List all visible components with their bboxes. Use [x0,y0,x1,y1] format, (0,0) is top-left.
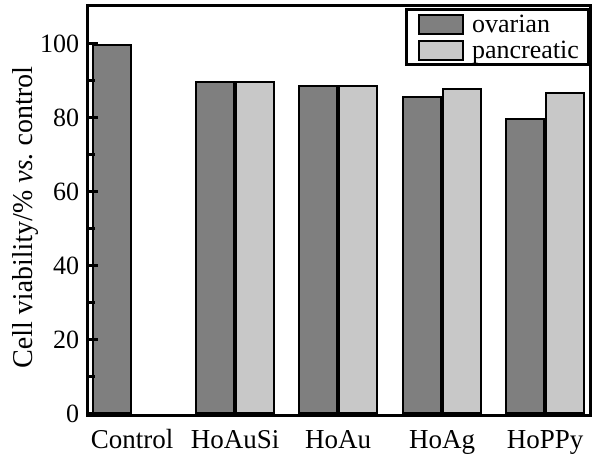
bar-hoau-ovarian [298,85,338,414]
y-tick-label-60: 60 [53,177,79,206]
legend-label-ovarian: ovarian [472,9,550,38]
y-tick-minor-10 [89,375,95,378]
y-tick-major-60 [89,190,98,193]
x-category-label-hoppy: HoPPy [506,424,584,454]
y-tick-major-100 [89,42,98,45]
bar-hoausi-pancreatic [235,81,275,414]
bar-hoag-ovarian [402,96,442,414]
legend: ovarian pancreatic [405,8,590,66]
legend-item-pancreatic: pancreatic [408,37,587,63]
y-tick-major-40 [89,264,98,267]
y-tick-minor-90 [89,79,95,82]
bar-hoag-pancreatic [442,88,482,414]
x-category-label-hoausi: HoAuSi [190,424,280,454]
y-tick-label-20: 20 [53,325,79,354]
bar-control-ovarian [92,44,132,414]
y-tick-minor-30 [89,301,95,304]
legend-item-ovarian: ovarian [408,11,587,37]
y-tick-major-0 [89,412,98,415]
plot-area [86,4,592,417]
x-category-label-hoag: HoAg [409,424,475,454]
y-tick-label-0: 0 [66,399,79,428]
y-tick-minor-70 [89,153,95,156]
x-category-label-control: Control [90,424,174,454]
legend-swatch-pancreatic [418,39,464,61]
bar-hoau-pancreatic [338,85,378,414]
bar-hoppy-pancreatic [545,92,585,414]
x-category-label-hoau: HoAu [305,424,371,454]
y-tick-label-80: 80 [53,103,79,132]
y-tick-label-40: 40 [53,251,79,280]
y-tick-major-20 [89,338,98,341]
bar-hoppy-ovarian [505,118,545,414]
y-tick-label-100: 100 [40,29,79,58]
bar-hoausi-ovarian [195,81,235,414]
legend-swatch-ovarian [418,13,464,35]
legend-label-pancreatic: pancreatic [472,35,579,64]
y-tick-major-80 [89,116,98,119]
y-tick-minor-50 [89,227,95,230]
